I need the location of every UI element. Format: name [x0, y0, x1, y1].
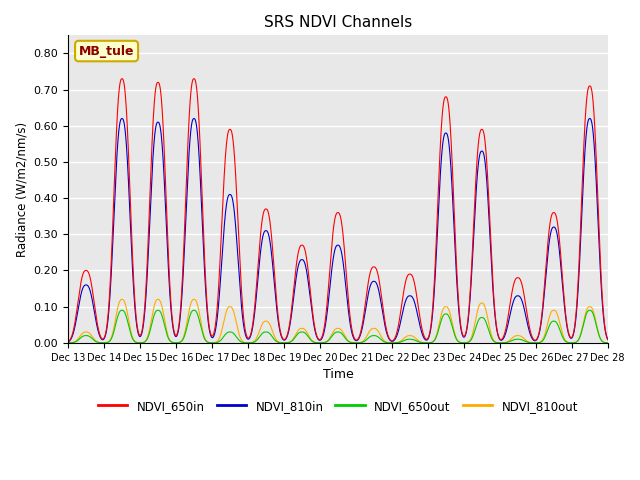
NDVI_650out — [170, 340, 178, 346]
NDVI_810in — [67, 337, 74, 343]
NDVI_650in — [190, 76, 198, 82]
NDVI_650out — [118, 307, 126, 313]
NDVI_810in — [604, 337, 612, 343]
Line: NDVI_810in: NDVI_810in — [68, 119, 608, 342]
NDVI_650in — [67, 336, 74, 342]
NDVI_810in — [64, 339, 72, 345]
NDVI_650out — [604, 340, 612, 346]
NDVI_810in — [575, 267, 583, 273]
NDVI_650in — [86, 276, 94, 282]
Title: SRS NDVI Channels: SRS NDVI Channels — [264, 15, 412, 30]
NDVI_810out — [86, 331, 94, 337]
NDVI_650out — [97, 340, 104, 346]
Line: NDVI_650in: NDVI_650in — [68, 79, 608, 342]
NDVI_810in — [328, 265, 336, 271]
NDVI_650in — [575, 257, 583, 263]
NDVI_650out — [67, 340, 74, 346]
NDVI_650in — [97, 333, 104, 339]
Legend: NDVI_650in, NDVI_810in, NDVI_650out, NDVI_810out: NDVI_650in, NDVI_810in, NDVI_650out, NDV… — [93, 395, 583, 417]
NDVI_810out — [575, 336, 583, 341]
NDVI_810out — [67, 340, 74, 346]
NDVI_650out — [64, 340, 72, 346]
NDVI_810in — [97, 335, 104, 340]
NDVI_650out — [328, 333, 336, 339]
NDVI_810in — [190, 116, 198, 121]
NDVI_650out — [86, 334, 94, 340]
NDVI_650in — [170, 327, 178, 333]
NDVI_650in — [328, 240, 336, 246]
NDVI_810out — [64, 340, 72, 346]
NDVI_810in — [170, 329, 178, 335]
NDVI_810out — [328, 331, 336, 337]
NDVI_810out — [604, 340, 612, 346]
Line: NDVI_810out: NDVI_810out — [68, 300, 608, 343]
NDVI_810out — [170, 340, 178, 346]
Text: MB_tule: MB_tule — [79, 45, 134, 58]
NDVI_650out — [575, 336, 583, 342]
NDVI_810in — [86, 289, 94, 295]
NDVI_650in — [604, 336, 612, 342]
Y-axis label: Radiance (W/m2/nm/s): Radiance (W/m2/nm/s) — [15, 121, 28, 257]
NDVI_650in — [64, 339, 72, 345]
NDVI_810out — [118, 297, 126, 302]
X-axis label: Time: Time — [323, 368, 353, 381]
NDVI_810out — [97, 340, 104, 346]
Line: NDVI_650out: NDVI_650out — [68, 310, 608, 343]
